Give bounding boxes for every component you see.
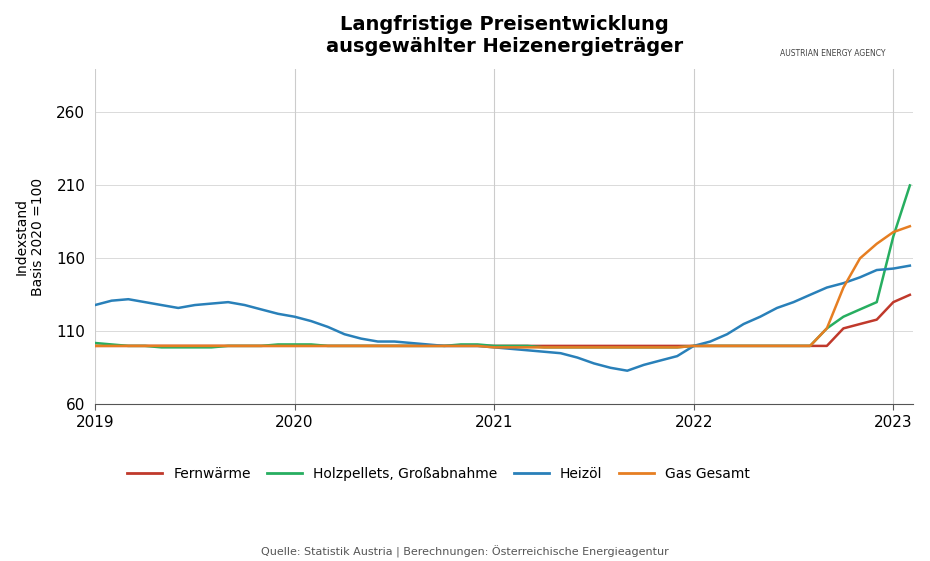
Text: AUSTRIAN ENERGY AGENCY: AUSTRIAN ENERGY AGENCY: [779, 49, 885, 58]
Y-axis label: Indexstand
Basis 2020 =100: Indexstand Basis 2020 =100: [15, 177, 46, 296]
Legend: Fernwärme, Holzpellets, Großabnahme, Heizöl, Gas Gesamt: Fernwärme, Holzpellets, Großabnahme, Hei…: [122, 462, 755, 486]
Text: Quelle: Statistik Austria | Berechnungen: Österreichische Energieagentur: Quelle: Statistik Austria | Berechnungen…: [261, 545, 669, 558]
Title: Langfristige Preisentwicklung
ausgewählter Heizenergieträger: Langfristige Preisentwicklung ausgewählt…: [326, 15, 683, 56]
